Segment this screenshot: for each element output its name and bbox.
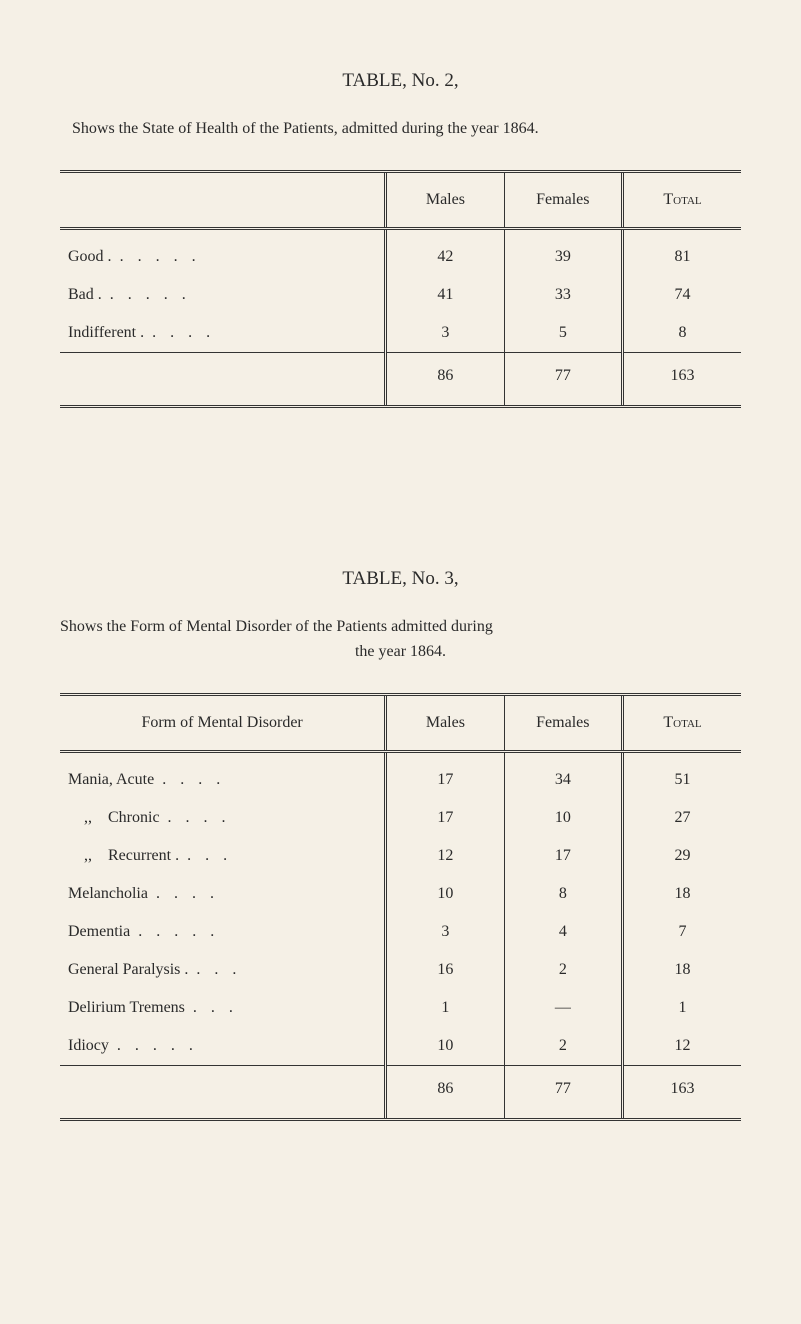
table3-totals-row: 86 77 163	[60, 1065, 741, 1119]
cell-females: 2	[504, 951, 622, 989]
cell-total: 7	[623, 913, 741, 951]
cell-males: 42	[386, 228, 504, 276]
table3-header-row: Form of Mental Disorder Males Females To…	[60, 694, 741, 751]
table-row: Melancholia .... 10 8 18	[60, 875, 741, 913]
table2-title: TABLE, No. 2,	[60, 70, 741, 92]
cell-total: 27	[623, 799, 741, 837]
row-label: General Paralysis .	[68, 961, 188, 978]
cell-total: 12	[623, 1027, 741, 1066]
document-page: TABLE, No. 2, Shows the State of Health …	[60, 70, 741, 1121]
cell-males: 17	[386, 751, 504, 799]
total-total: 163	[623, 1065, 741, 1119]
table3-body: Mania, Acute .... 17 34 51 ,, Chronic ..…	[60, 751, 741, 1119]
cell-females: 8	[504, 875, 622, 913]
table2-totals-row: 86 77 163	[60, 352, 741, 406]
row-dots: .....	[117, 1037, 207, 1054]
spacer	[60, 428, 741, 538]
table3-header-label: Form of Mental Disorder	[60, 694, 386, 751]
table-row: Good . ..... 42 39 81	[60, 228, 741, 276]
table-row: Dementia ..... 3 4 7	[60, 913, 741, 951]
row-label: Melancholia	[68, 885, 148, 902]
row-label: Good .	[68, 248, 112, 265]
table2-header-males: Males	[386, 171, 504, 228]
row-dots: ...	[196, 961, 250, 978]
cell-total: 1	[623, 989, 741, 1027]
cell-total: 18	[623, 875, 741, 913]
table-row: General Paralysis . ... 16 2 18	[60, 951, 741, 989]
cell-males: 17	[386, 799, 504, 837]
table3-subtitle-line2: the year 1864.	[60, 639, 741, 665]
row-dots: ....	[168, 809, 240, 826]
cell-males: 16	[386, 951, 504, 989]
row-dots: ....	[162, 771, 234, 788]
table3-header-males: Males	[386, 694, 504, 751]
table2-header-total: Total	[623, 171, 741, 228]
cell-males: 10	[386, 1027, 504, 1066]
row-label: Mania, Acute	[68, 771, 154, 788]
row-dots: .....	[120, 248, 210, 265]
cell-males: 12	[386, 837, 504, 875]
table3-header-total: Total	[623, 694, 741, 751]
row-dots: .....	[138, 923, 228, 940]
total-females: 77	[504, 1065, 622, 1119]
total-total: 163	[623, 352, 741, 406]
cell-total: 8	[623, 314, 741, 353]
total-females: 77	[504, 352, 622, 406]
cell-females: 2	[504, 1027, 622, 1066]
row-label: Idiocy	[68, 1037, 109, 1054]
table2-body: Good . ..... 42 39 81 Bad . ..... 41 33 …	[60, 228, 741, 406]
cell-total: 18	[623, 951, 741, 989]
cell-total: 51	[623, 751, 741, 799]
table3-title: TABLE, No. 3,	[60, 568, 741, 590]
cell-males: 3	[386, 913, 504, 951]
cell-females: 4	[504, 913, 622, 951]
cell-females: 39	[504, 228, 622, 276]
cell-males: 41	[386, 276, 504, 314]
cell-females: 5	[504, 314, 622, 353]
cell-total: 74	[623, 276, 741, 314]
table-row: ,, Recurrent . ... 12 17 29	[60, 837, 741, 875]
cell-females: 17	[504, 837, 622, 875]
total-males: 86	[386, 1065, 504, 1119]
cell-males: 10	[386, 875, 504, 913]
table-row: Bad . ..... 41 33 74	[60, 276, 741, 314]
cell-females: 33	[504, 276, 622, 314]
table-row: Delirium Tremens ... 1 — 1	[60, 989, 741, 1027]
row-label: Delirium Tremens	[68, 999, 185, 1016]
table2-subtitle: Shows the State of Health of the Patient…	[60, 116, 741, 142]
row-dots: ....	[152, 324, 224, 341]
table3-subtitle-line1: Shows the Form of Mental Disorder of the…	[60, 618, 493, 635]
table-row: Mania, Acute .... 17 34 51	[60, 751, 741, 799]
row-label: Dementia	[68, 923, 130, 940]
table2-header-females: Females	[504, 171, 622, 228]
row-label: ,, Chronic	[68, 809, 160, 826]
total-males: 86	[386, 352, 504, 406]
table-row: Idiocy ..... 10 2 12	[60, 1027, 741, 1066]
row-dots: ...	[187, 847, 241, 864]
cell-females: 10	[504, 799, 622, 837]
table-row: ,, Chronic .... 17 10 27	[60, 799, 741, 837]
table-row: Indifferent . .... 3 5 8	[60, 314, 741, 353]
table3: Form of Mental Disorder Males Females To…	[60, 693, 741, 1121]
row-dots: .....	[110, 286, 200, 303]
table3-header-females: Females	[504, 694, 622, 751]
table2: Males Females Total Good . ..... 42 39 8…	[60, 170, 741, 408]
cell-total: 81	[623, 228, 741, 276]
cell-total: 29	[623, 837, 741, 875]
row-dots: ....	[156, 885, 228, 902]
row-dots: ...	[193, 999, 247, 1016]
row-label: Bad .	[68, 286, 102, 303]
table2-header-blank	[60, 171, 386, 228]
cell-females: —	[504, 989, 622, 1027]
cell-males: 1	[386, 989, 504, 1027]
cell-males: 3	[386, 314, 504, 353]
cell-females: 34	[504, 751, 622, 799]
table3-subtitle: Shows the Form of Mental Disorder of the…	[60, 614, 741, 665]
row-label: Indifferent .	[68, 324, 144, 341]
row-label: ,, Recurrent .	[68, 847, 179, 864]
table2-header-row: Males Females Total	[60, 171, 741, 228]
